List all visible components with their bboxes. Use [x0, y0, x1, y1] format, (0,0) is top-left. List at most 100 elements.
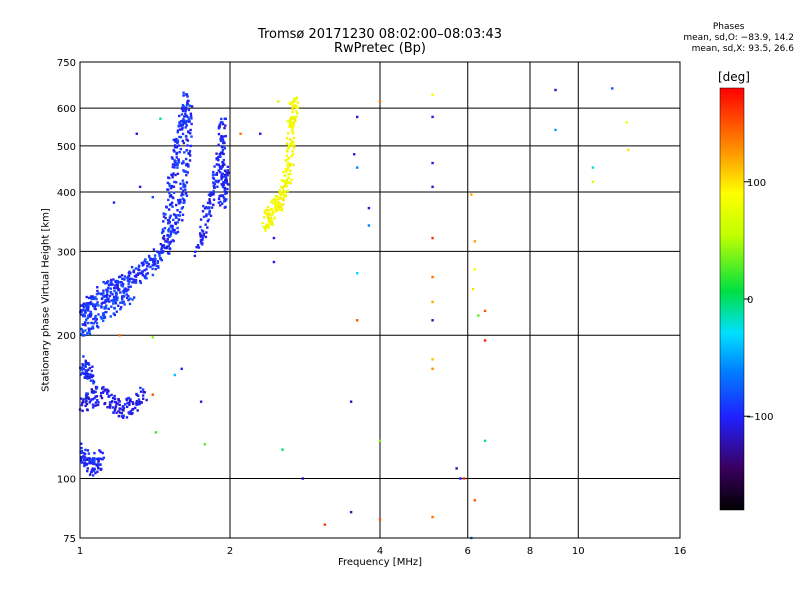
trace-point: [180, 107, 184, 111]
trace-point: [132, 296, 136, 299]
trace-point: [133, 406, 137, 410]
trace-point: [129, 285, 132, 288]
trace-point: [115, 286, 118, 290]
trace-point: [87, 363, 91, 366]
data-points: [78, 87, 630, 540]
trace-point: [167, 208, 171, 211]
scatter-point: [455, 467, 458, 470]
trace-point: [205, 231, 208, 234]
trace-point: [168, 176, 171, 180]
trace-point: [86, 469, 89, 473]
trace-point: [277, 200, 280, 204]
trace-point: [109, 287, 112, 290]
trace-point: [99, 450, 102, 454]
trace-point: [220, 121, 224, 124]
scatter-point: [462, 477, 466, 480]
trace-point: [220, 172, 224, 176]
trace-point: [176, 141, 179, 145]
trace-point: [106, 289, 109, 292]
trace-point: [226, 165, 230, 169]
trace-point: [176, 129, 180, 132]
trace-point: [105, 304, 108, 307]
trace-point: [82, 303, 85, 306]
trace-point: [91, 325, 95, 329]
trace-point: [171, 205, 174, 208]
trace-point: [93, 459, 96, 463]
trace-point: [208, 198, 211, 201]
trace-point: [212, 170, 215, 174]
trace-point: [296, 106, 300, 109]
y-tick-label: 75: [63, 534, 76, 545]
trace-point: [122, 406, 126, 410]
trace-point: [188, 149, 192, 153]
trace-point: [283, 190, 287, 193]
trace-point: [180, 113, 184, 116]
trace-point: [279, 193, 283, 197]
trace-point: [171, 165, 174, 169]
trace-point: [151, 267, 154, 271]
trace-point: [264, 226, 267, 229]
trace-point: [218, 170, 222, 174]
trace-point: [181, 139, 184, 143]
trace-point: [136, 273, 140, 277]
trace-point: [80, 442, 83, 445]
trace-point: [185, 114, 188, 118]
trace-point: [184, 126, 187, 129]
trace-point: [83, 458, 87, 462]
scatter-point: [591, 180, 595, 184]
trace-point: [154, 267, 157, 271]
trace-point: [115, 284, 119, 287]
x-tick-label: 6: [465, 546, 471, 557]
trace-point: [217, 155, 220, 159]
trace-point: [270, 222, 273, 226]
trace-point: [221, 151, 224, 154]
trace-point: [118, 281, 121, 284]
scatter-point: [151, 393, 155, 396]
trace-point: [108, 294, 112, 298]
trace-point: [162, 230, 165, 233]
trace-point: [92, 391, 96, 394]
trace-point: [88, 401, 91, 404]
trace-point: [100, 302, 103, 305]
trace-point: [185, 181, 189, 184]
trace-point: [125, 405, 129, 409]
scatter-point: [367, 224, 371, 227]
trace-point: [120, 281, 123, 284]
trace-point: [290, 154, 293, 158]
trace-point: [218, 125, 221, 129]
trace-point: [87, 302, 91, 305]
trace-point: [281, 179, 285, 182]
trace-point: [85, 302, 89, 306]
trace-point: [222, 161, 225, 165]
trace-point: [170, 186, 173, 190]
trace-point: [287, 144, 291, 147]
scatter-point: [355, 319, 359, 322]
trace-point: [85, 295, 88, 299]
trace-point: [185, 162, 188, 166]
trace-point: [146, 264, 149, 268]
trace-point: [166, 252, 170, 255]
trace-point: [169, 225, 172, 228]
trace-point: [89, 302, 93, 306]
trace-point: [139, 390, 143, 393]
trace-point: [179, 135, 183, 139]
trace-point: [181, 213, 185, 216]
trace-point: [115, 298, 119, 302]
trace-point: [95, 322, 99, 325]
trace-point: [101, 386, 105, 389]
trace-point: [208, 212, 211, 216]
trace-point: [267, 220, 271, 224]
trace-point: [177, 214, 180, 217]
trace-point: [112, 295, 116, 299]
trace-point: [101, 301, 105, 304]
trace-point: [134, 278, 137, 282]
scatter-point: [173, 373, 177, 377]
trace-point: [185, 164, 188, 167]
trace-point: [95, 457, 98, 461]
trace-point: [288, 125, 292, 129]
trace-point: [166, 181, 170, 185]
trace-point: [279, 205, 283, 208]
trace-point: [167, 241, 170, 244]
trace-point: [162, 215, 166, 218]
trace-point: [209, 202, 212, 205]
